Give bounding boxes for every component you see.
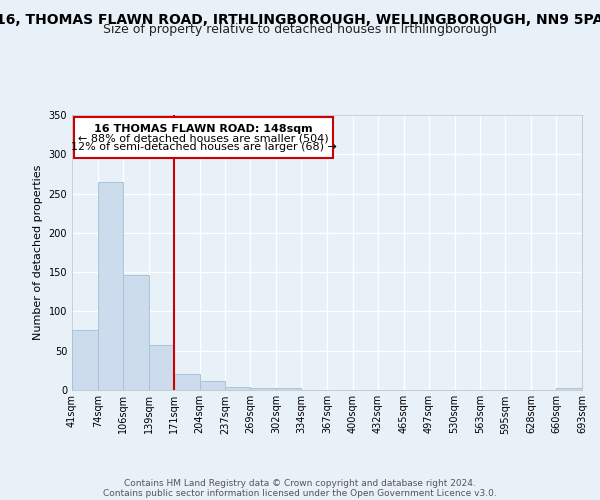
Text: 16, THOMAS FLAWN ROAD, IRTHLINGBOROUGH, WELLINGBOROUGH, NN9 5PA: 16, THOMAS FLAWN ROAD, IRTHLINGBOROUGH, … <box>0 12 600 26</box>
Bar <box>72 330 98 390</box>
Text: Contains public sector information licensed under the Open Government Licence v3: Contains public sector information licen… <box>103 488 497 498</box>
Text: Size of property relative to detached houses in Irthlingborough: Size of property relative to detached ho… <box>103 22 497 36</box>
Text: ← 88% of detached houses are smaller (504): ← 88% of detached houses are smaller (50… <box>79 133 329 143</box>
Y-axis label: Number of detached properties: Number of detached properties <box>33 165 43 340</box>
Bar <box>200 382 226 390</box>
Bar <box>250 388 276 390</box>
Bar <box>276 388 301 390</box>
Text: Contains HM Land Registry data © Crown copyright and database right 2024.: Contains HM Land Registry data © Crown c… <box>124 478 476 488</box>
Bar <box>173 374 199 390</box>
Bar <box>556 388 582 390</box>
Bar <box>123 276 149 390</box>
Bar <box>226 387 250 390</box>
Text: 16 THOMAS FLAWN ROAD: 148sqm: 16 THOMAS FLAWN ROAD: 148sqm <box>94 124 313 134</box>
Bar <box>149 345 173 390</box>
Bar <box>98 182 123 390</box>
FancyBboxPatch shape <box>74 116 333 158</box>
Text: 12% of semi-detached houses are larger (68) →: 12% of semi-detached houses are larger (… <box>71 142 337 152</box>
